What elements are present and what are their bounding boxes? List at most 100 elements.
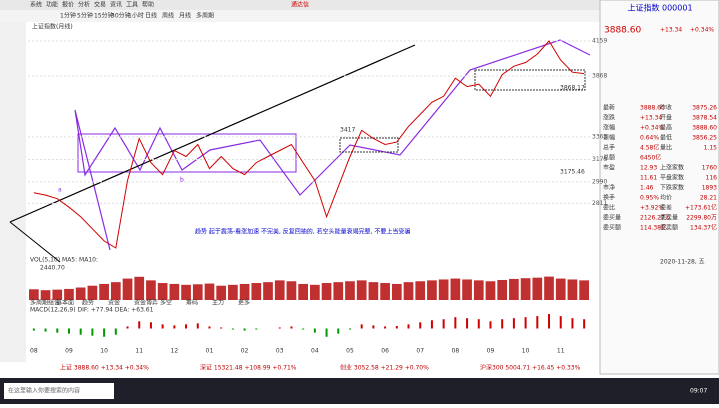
macd-bar (454, 317, 457, 329)
volume-bar (391, 283, 402, 300)
volume-bar (122, 278, 133, 300)
volume-bar (356, 280, 367, 300)
chart-tab[interactable]: 多周期组合 (30, 299, 60, 307)
panel-field: 市盈 (603, 164, 615, 172)
panel-field: 116 (706, 175, 718, 182)
panel-field: 134.37亿 (690, 224, 717, 232)
menu-item[interactable]: 工具 (126, 2, 138, 9)
panel-field: 委差 (660, 204, 672, 212)
macd-bar (501, 319, 504, 329)
menu-item[interactable]: 报价 (62, 1, 74, 9)
annotation: 3175.46 (560, 169, 585, 176)
macd-bar (126, 326, 129, 329)
macd-bar (489, 321, 492, 329)
panel-field: 1893 (702, 185, 717, 192)
panel-field: 6450亿 (640, 154, 661, 162)
volume-bar (509, 278, 519, 300)
period-button[interactable]: 1分钟 (60, 12, 76, 20)
panel-field: 0.64% (640, 135, 659, 142)
panel-field: 平盘家数 (660, 174, 684, 182)
volume-label: VOL(5,10) MA5: MA10: (30, 257, 98, 264)
x-tick-label: 11 (557, 348, 565, 355)
panel-change: +13.34 (660, 27, 682, 34)
volume-bar (64, 288, 74, 300)
period-button[interactable]: 30分钟 (111, 12, 131, 20)
chart-tab[interactable]: 更多 (238, 299, 250, 307)
volume-bar (427, 280, 437, 300)
chart-tab[interactable]: 筹码 (186, 299, 198, 307)
search-box[interactable] (4, 383, 114, 399)
panel-field: 换手 (603, 194, 615, 202)
x-tick-label: 06 (381, 348, 389, 355)
chart-tab[interactable]: 主力 (212, 299, 224, 307)
macd-bar (173, 325, 176, 329)
macd-bar (325, 328, 328, 337)
panel-field: 114.38亿 (640, 224, 667, 232)
volume-bar (298, 283, 308, 300)
menu-item[interactable]: 功能 (46, 1, 58, 9)
macd-bar (548, 314, 551, 329)
panel-date: 2020-11-28, 五 (660, 259, 705, 266)
panel-field: 总手 (603, 144, 615, 152)
macd-bar (348, 328, 351, 330)
menu-item[interactable]: 帮助 (142, 1, 154, 9)
x-tick-label: 02 (241, 348, 249, 355)
chart-tab[interactable]: 基本面 (56, 299, 74, 307)
volume-bar (497, 280, 508, 300)
x-tick-label: 10 (100, 348, 108, 355)
panel-field: 2299.80万 (686, 215, 717, 222)
volume-bar (345, 281, 355, 300)
volume-bar (473, 280, 484, 300)
x-tick-label: 09 (65, 348, 73, 355)
panel-field: 11.61 (640, 175, 657, 182)
annotation: 3417 (340, 127, 355, 134)
x-tick-label: 05 (346, 348, 354, 355)
volume-bar (157, 283, 168, 300)
panel-field: 均价 (660, 194, 672, 202)
trend-line (9, 221, 61, 263)
chart-tab[interactable]: 多空 (160, 299, 172, 307)
drawn-box (474, 69, 586, 91)
volume-bar (75, 287, 86, 300)
period-button[interactable]: 月线 (179, 12, 191, 20)
period-button[interactable]: 15分钟 (94, 12, 114, 20)
chart-tab[interactable]: 趋势 (82, 299, 94, 307)
volume-bar (310, 284, 320, 300)
volume-bar (286, 281, 297, 300)
volume-bar (485, 281, 496, 300)
menu-item[interactable]: 分析 (78, 1, 90, 9)
drawn-box (339, 137, 399, 153)
chart-tab[interactable]: 资金 (108, 299, 120, 307)
panel-field: 1760 (702, 165, 717, 172)
period-button[interactable]: 多周期 (196, 12, 214, 20)
volume-bar (181, 284, 191, 300)
menu-item[interactable]: 资讯 (110, 1, 122, 9)
annotation: 2440.70 (40, 265, 65, 272)
x-tick-label: 03 (276, 348, 284, 355)
menu-item[interactable]: 交易 (94, 1, 106, 9)
macd-bar (149, 322, 152, 329)
panel-field: 4.58亿 (640, 144, 659, 152)
volume-bar (555, 278, 566, 300)
menu-item[interactable]: 系统 (30, 1, 42, 9)
macd-bar (56, 328, 59, 333)
period-button[interactable]: 日线 (145, 12, 157, 20)
chart-tab[interactable]: 资金博弈 (134, 299, 158, 307)
volume-bar (415, 281, 426, 300)
period-button[interactable]: 周线 (162, 12, 174, 20)
macd-bar (290, 326, 293, 329)
macd-bar (395, 326, 398, 329)
clock: 09:07 (690, 388, 707, 395)
panel-field: +173.61亿 (685, 204, 717, 212)
period-button[interactable]: 1小时 (128, 12, 144, 20)
panel-field: 委卖量 (660, 214, 678, 222)
macd-bar (536, 316, 539, 329)
macd-bar (313, 328, 316, 333)
panel-field: +3.92% (640, 205, 664, 212)
period-button[interactable]: 5分钟 (77, 12, 93, 20)
price-line (33, 40, 585, 249)
macd-bar (442, 319, 445, 329)
volume-bar (110, 282, 121, 300)
